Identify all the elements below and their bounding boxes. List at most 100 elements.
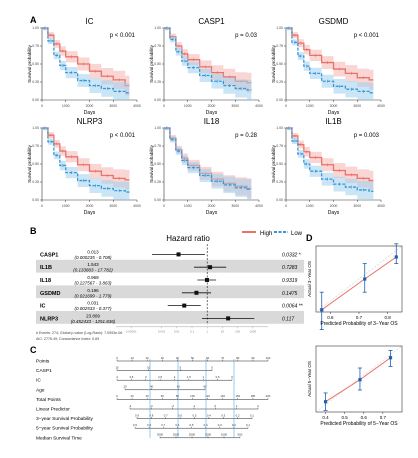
km-x-tick-label: 2000 (330, 204, 338, 208)
legend: High Low (242, 231, 303, 237)
nomogram-tick-label: 0.5 (193, 413, 197, 417)
calibration-point (320, 308, 324, 312)
nomogram-tick-label: 0.8 (147, 423, 151, 427)
forest-x-tick-label: 100 (235, 329, 240, 333)
nomogram-tick-label: 40 (150, 385, 154, 389)
forest-ci-text: (0.133803 - 17.782) (73, 268, 113, 273)
calibration-point (358, 378, 362, 382)
forest-p-value: 0.0332 * (282, 252, 302, 258)
km-line-low (42, 27, 130, 94)
forest-x-tick-label: 1 (206, 329, 208, 333)
nomogram-tick-label: 0.6 (175, 423, 179, 427)
calibration-line (321, 256, 397, 311)
nomogram-tick-label: 90 (251, 356, 255, 360)
forest-hr-value: 0.013 (87, 249, 99, 254)
km-pvalue: p = 0.003 (354, 133, 380, 139)
forest-x-tick-label: 0.001 (158, 329, 166, 333)
nomogram-tick-label: 120 (205, 394, 210, 398)
nomogram-tick-label: 0.3 (218, 423, 222, 427)
km-x-label: Days (328, 210, 340, 216)
km-panel: GSDMD p < 0.001 0 1000 2000 3000 4000 0.00 0.25 0… (271, 17, 385, 116)
forest-x-tick-label: 0.1 (190, 329, 195, 333)
km-x-tick-label: 0 (41, 204, 43, 208)
km-y-label: Survival probability (271, 44, 276, 83)
nomogram-tick-label: 0 (116, 356, 118, 360)
km-x-tick-label: 3000 (353, 204, 361, 208)
legend-low-label: Low (291, 231, 303, 237)
km-y-tick-label: 0.00 (276, 198, 283, 202)
calibration-y-label: Actual 5−Year OS (307, 361, 312, 397)
km-y-tick-label: 0.00 (32, 198, 39, 202)
forest-hr-value: 23.809 (86, 313, 100, 318)
forest-row-label: IL1B (40, 265, 52, 271)
km-title: IL18 (204, 117, 220, 126)
km-panel: IC p < 0.001 0 1000 2000 3000 4000 0.00 0.25 0.50… (27, 17, 141, 116)
km-x-label: Days (84, 210, 96, 216)
calibration-y-label: Actual 3−Year OS (307, 261, 312, 297)
nomogram-tick-label: 0 (231, 375, 233, 379)
forest-p-value: 0.0064 ** (282, 304, 304, 310)
km-line-low (286, 27, 374, 94)
km-y-tick-label: 1.00 (276, 126, 283, 130)
km-y-tick-label: 0.50 (154, 62, 161, 66)
km-x-tick-label: 0 (163, 204, 165, 208)
forest-p-value: 0.9319 (282, 278, 298, 284)
km-x-tick-label: 3000 (109, 204, 117, 208)
km-x-tick-label: 4000 (133, 104, 141, 108)
forest-x-tick-label: 0.00001 (126, 329, 137, 333)
calibration-x-tick-label: 0.7 (380, 415, 387, 420)
km-x-tick-label: 1000 (306, 204, 314, 208)
forest-row-label: CASP1 (40, 252, 58, 258)
forest-point (194, 290, 199, 295)
calibration-x-label: Predicted Probability of 5−Year OS (320, 421, 398, 427)
km-y-tick-label: 0.00 (276, 98, 283, 102)
nomogram-tick-label: 2 (257, 404, 259, 408)
km-line-high (42, 127, 130, 181)
km-x-tick-label: 1000 (306, 104, 314, 108)
km-band-low (164, 28, 252, 100)
km-y-tick-label: 1.00 (154, 126, 161, 130)
km-y-tick-label: 0.50 (154, 162, 161, 166)
nomogram-tick-label: 0.5 (190, 423, 194, 427)
forest-row-label: NLRP3 (40, 316, 58, 322)
panel-letter-a: A (30, 15, 37, 25)
km-y-tick-label: 0.25 (276, 80, 283, 84)
km-x-tick-label: 4000 (377, 104, 385, 108)
nomogram-tick-label: 3 (145, 375, 147, 379)
km-x-tick-label: 4000 (133, 204, 141, 208)
km-y-label: Survival probability (271, 144, 276, 183)
km-pvalue: p < 0.001 (110, 133, 136, 139)
nomogram-tick-label: 1 (202, 375, 204, 379)
km-x-tick-label: 1000 (62, 204, 70, 208)
km-y-tick-label: 0.50 (32, 162, 39, 166)
nomogram-row-label: CASP1 (36, 368, 52, 374)
km-band-low (286, 28, 374, 100)
forest-point (182, 303, 187, 308)
nomogram-tick-label: 80 (176, 394, 180, 398)
km-line-low (164, 127, 252, 190)
km-panels: IC p < 0.001 0 1000 2000 3000 4000 0.00 0.25 0.50… (27, 17, 385, 216)
nomogram-tick-label: 2000 (189, 433, 196, 437)
forest-p-value: 0.7283 (282, 265, 298, 271)
km-y-tick-label: 1.00 (276, 26, 283, 30)
forest-ci-text: (0.227567 - 3.863) (74, 281, 112, 286)
nomogram-tick-label: 0 (211, 365, 213, 369)
nomogram-tick-label: 0.2 (236, 413, 240, 417)
forest-row-label: IC (40, 304, 46, 310)
nomogram-row-label: Points (36, 359, 50, 365)
nomogram-tick-label: 3.5 (129, 375, 133, 379)
panel-letter-d: D (306, 233, 313, 243)
km-panel: IL18 p = 0.28 0 1000 2000 3000 4000 0.00 0.25 0.5… (149, 117, 263, 216)
km-x-tick-label: 4000 (255, 104, 263, 108)
forest-p-value: 0.117 (282, 316, 294, 322)
km-line-high (42, 27, 130, 87)
forest-footer-events: # Events: 274; Global p-value (Log-Rank)… (36, 331, 122, 335)
km-x-tick-label: 3000 (231, 104, 239, 108)
forest-hr-value: 0.969 (87, 275, 99, 280)
forest-ci-text: (0.000235 - 0.708) (74, 255, 112, 260)
km-title: IL1B (325, 117, 341, 126)
km-y-label: Survival probability (149, 144, 154, 183)
